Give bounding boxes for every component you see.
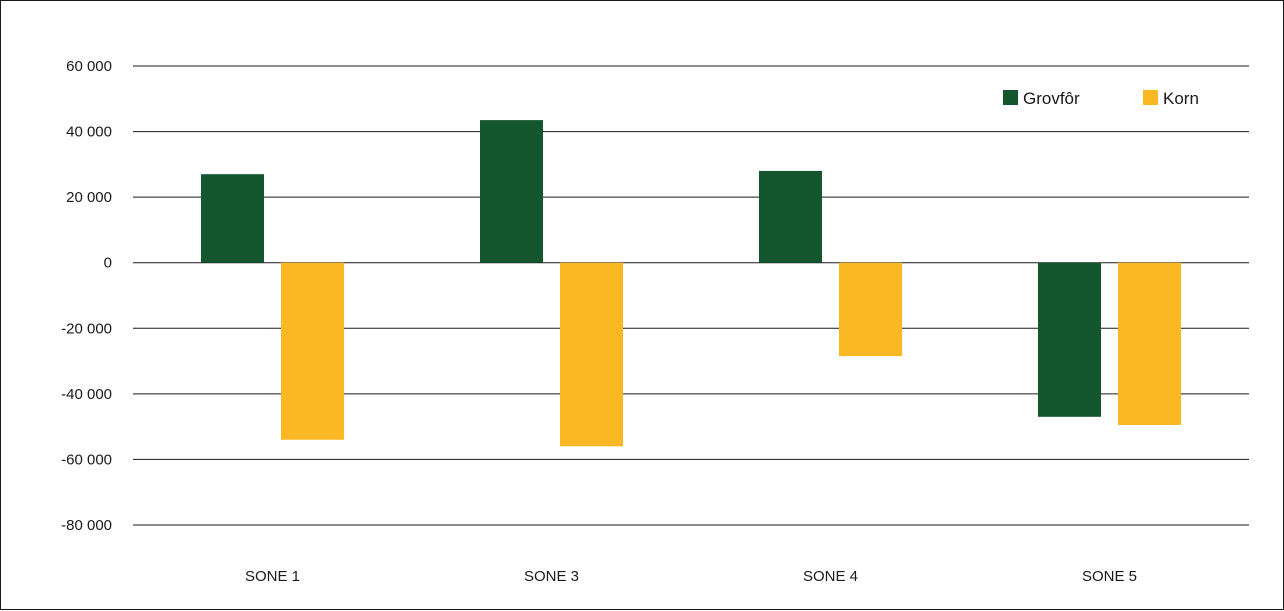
bar-korn [839,262,902,357]
y-tick-label: -20 000 [61,320,112,337]
bar-grovfor [201,174,264,263]
bar-grovfor [1038,262,1101,417]
y-axis-ticks: 60 000 40 000 20 000 0 -20 000 -40 000 -60 000… [61,58,112,534]
x-axis-ticks: SONE 1 SONE 3 SONE 4 SONE 5 [245,568,1137,585]
y-tick-label: 20 000 [66,189,112,206]
y-tick-label: -40 000 [61,386,112,403]
y-tick-label: 0 [104,255,112,272]
y-tick-label: -80 000 [61,517,112,534]
legend: Grovfôr Korn [1003,89,1199,108]
y-tick-label: -60 000 [61,451,112,468]
x-tick-label: SONE 5 [1082,568,1137,585]
x-tick-label: SONE 1 [245,568,300,585]
bar-korn [281,262,344,440]
y-tick-label: 60 000 [66,58,112,75]
bar-korn [1118,262,1181,426]
legend-label: Korn [1163,89,1199,108]
x-tick-label: SONE 4 [803,568,858,585]
x-tick-label: SONE 3 [524,568,579,585]
legend-label: Grovfôr [1023,89,1080,108]
bars [201,120,1181,447]
legend-swatch [1143,90,1158,105]
legend-swatch [1003,90,1018,105]
bar-korn [560,262,623,447]
y-tick-label: 40 000 [66,124,112,141]
bar-grovfor [759,170,822,263]
bar-grovfor [480,120,543,263]
